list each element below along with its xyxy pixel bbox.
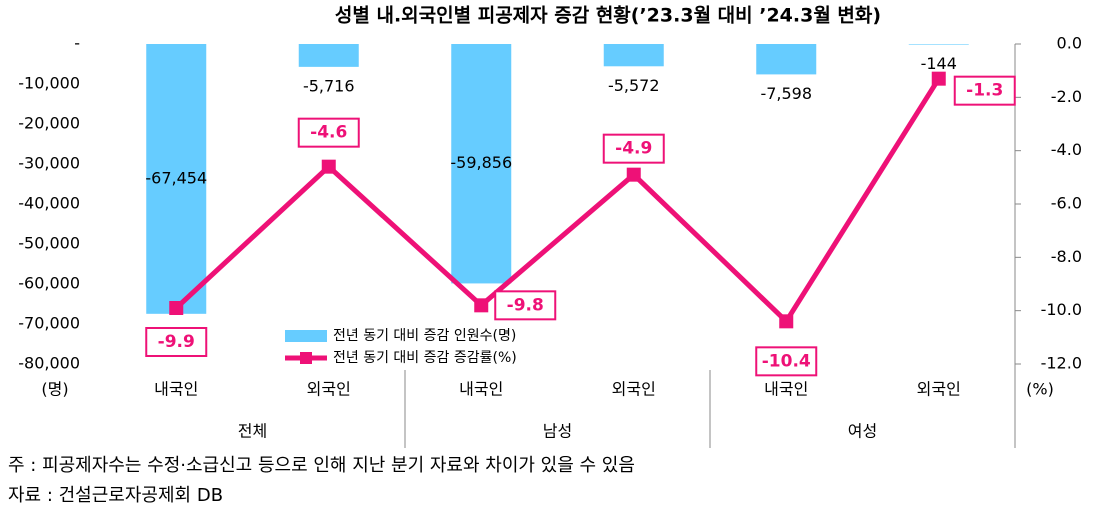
- y-tick-label: -40,000: [18, 194, 80, 213]
- line-marker: [169, 301, 184, 315]
- data-label-box: [953, 75, 1016, 106]
- data-label-box: [602, 133, 665, 164]
- line: [174, 77, 941, 326]
- bar-value-label: -5,572: [608, 76, 660, 95]
- y2-tick-label: 0.0: [1057, 34, 1082, 53]
- legend-label: 전년 동기 대비 증감 증감률(%): [333, 350, 517, 366]
- bar-value-label: -144: [921, 54, 957, 73]
- y-tick-label: -10,000: [18, 74, 80, 93]
- data-label-box: [145, 327, 208, 357]
- y-axis-label: (명): [41, 380, 68, 399]
- chart-title: 성별 내.외국인별 피공제자 증감 현황(’23.3월 대비 ’24.3월 변화…: [335, 4, 881, 27]
- group-label: 전체: [238, 422, 267, 441]
- y2-tick-label: -6.0: [1051, 194, 1082, 213]
- bar-value-label: -67,454: [145, 168, 207, 187]
- data-label-box: [297, 117, 360, 148]
- bar-value-label: -5,716: [303, 76, 355, 95]
- y-tick-label: -50,000: [18, 234, 80, 253]
- y-tick-label: -30,000: [18, 154, 80, 173]
- line-marker: [931, 71, 946, 86]
- bar: [146, 44, 207, 314]
- data-label-box: [755, 346, 818, 377]
- y2-axis-label: (%): [1026, 380, 1054, 399]
- data-label: -10.4: [762, 351, 811, 371]
- x-tick-label: 내국인: [154, 380, 198, 399]
- y2-tick-label: -10.0: [1041, 300, 1082, 319]
- bar-value-label: -7,598: [760, 84, 812, 103]
- data-label-box: [494, 290, 557, 321]
- x-tick-label: 내국인: [459, 380, 503, 399]
- legend-swatch: [300, 352, 312, 364]
- data-label: -4.9: [615, 139, 652, 159]
- x-tick-label: 외국인: [917, 380, 961, 399]
- bar-value-label: -59,856: [450, 153, 512, 172]
- line-marker: [474, 298, 489, 313]
- data-label: -9.9: [158, 332, 195, 352]
- bar: [908, 44, 969, 45]
- y-tick-label: -70,000: [18, 314, 80, 333]
- y-tick-label: -20,000: [18, 114, 80, 133]
- line-marker: [779, 314, 794, 329]
- data-label: -1.3: [966, 81, 1003, 101]
- x-tick-label: 내국인: [764, 380, 808, 399]
- line-marker: [626, 167, 641, 182]
- y2-tick-label: -2.0: [1051, 87, 1082, 106]
- group-label: 남성: [543, 422, 572, 441]
- source: 자료 : 건설근로자공제회 DB: [8, 485, 223, 506]
- note: 주 : 피공제자수는 수정·소급신고 등으로 인해 지난 분기 자료와 차이가 …: [8, 455, 635, 476]
- bar: [298, 44, 359, 67]
- x-tick-label: 외국인: [307, 380, 351, 399]
- group-label: 여성: [848, 422, 877, 441]
- y-tick-label: -80,000: [18, 354, 80, 373]
- legend-label: 전년 동기 대비 증감 인원수(명): [333, 328, 516, 344]
- bar: [756, 44, 817, 75]
- y-tick-label: -60,000: [18, 274, 80, 293]
- line-marker: [321, 159, 336, 174]
- y2-tick-label: -12.0: [1041, 354, 1082, 373]
- x-tick-label: 외국인: [612, 380, 656, 399]
- y-tick-label: -: [74, 34, 80, 53]
- bar: [603, 44, 664, 67]
- bar: [451, 44, 512, 284]
- y2-tick-label: -8.0: [1051, 247, 1082, 266]
- y2-tick-label: -4.0: [1051, 140, 1082, 159]
- data-label: -9.8: [507, 295, 544, 315]
- legend-swatch: [285, 330, 327, 342]
- data-label: -4.6: [310, 123, 347, 143]
